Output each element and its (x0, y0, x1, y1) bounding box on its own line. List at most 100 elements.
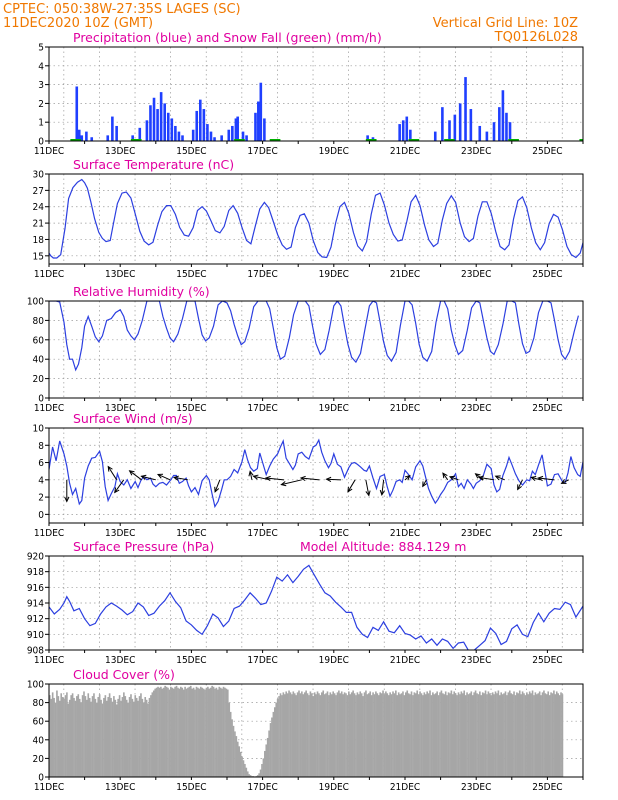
panel-humidity: 0 20 40 60 80 100 11DEC 13DEC 15DEC 17DEC 19DEC 21D… (27, 284, 584, 414)
y-tick-label: 18 (33, 235, 45, 246)
wind-arrow-head (325, 476, 332, 483)
cloud-bar (365, 690, 367, 777)
cloud-bar (382, 690, 384, 777)
wind-arrow (561, 479, 569, 484)
cloud-bar (161, 688, 164, 777)
cloud-bar (212, 686, 215, 777)
x-tick-label: 17DEC (247, 782, 277, 793)
cloud-bar (319, 695, 322, 777)
cloud-bar (457, 692, 460, 777)
cloud-bar (289, 692, 292, 777)
cloud-bar (191, 688, 194, 777)
cloud-bar (332, 691, 334, 777)
cloud-bar (215, 687, 218, 777)
precip-bar (191, 129, 195, 141)
cloud-bar (501, 694, 504, 777)
cloud-bar (205, 687, 208, 777)
cloud-bar (232, 725, 235, 777)
cloud-bar (508, 690, 511, 777)
cloud-bar (145, 699, 148, 777)
y-tick-label: 4 (38, 61, 44, 72)
y-tick-label: 80 (33, 316, 45, 327)
cloud-bar (548, 695, 551, 777)
cloud-bar (192, 687, 195, 777)
cloud-bar (218, 686, 221, 777)
cloud-bar (473, 692, 475, 777)
x-tick-label: 21DEC (390, 528, 420, 539)
cloud-bar (275, 702, 278, 777)
cloud-bar (459, 694, 461, 777)
wind-arrow-head (530, 475, 537, 482)
cloud-bar (227, 689, 229, 777)
cloud-bar (128, 697, 131, 777)
cloud-bar (527, 694, 530, 777)
cloud-bar (209, 687, 212, 777)
precip-bar (231, 125, 234, 141)
cloud-bar (54, 702, 57, 777)
cloud-bar (463, 690, 466, 777)
cloud-bar (97, 697, 100, 777)
cloud-bar (137, 700, 139, 777)
x-tick-label: 13DEC (105, 269, 135, 280)
plot-area (49, 301, 579, 372)
plot-area (49, 685, 564, 777)
y-tick-label: 30 (33, 170, 45, 181)
precip-bar (478, 125, 482, 141)
cloud-bar (370, 695, 373, 777)
cloud-bar (152, 690, 155, 777)
cloud-bar (359, 691, 362, 777)
cloud-bar (406, 690, 409, 777)
cloud-bar (181, 687, 184, 777)
wind-arrow (347, 479, 356, 493)
cloud-bar (538, 691, 541, 777)
cloud-bar (393, 693, 396, 777)
cloud-bar (188, 686, 191, 777)
wind-arrow (365, 479, 370, 496)
cloud-bar (434, 693, 437, 777)
cloud-bar (238, 746, 241, 777)
wind-arrow (173, 476, 188, 481)
cloud-bar (135, 697, 138, 777)
precip-bar (448, 120, 451, 141)
cloud-bar (474, 690, 477, 777)
cloud-bar (170, 686, 172, 777)
cloud-bar (78, 698, 81, 777)
x-tick-label: 19DEC (319, 655, 349, 666)
precip-bar (177, 131, 181, 141)
panel-cloud: 0 20 40 60 80 100 11DEC 13DEC 15DEC 17DEC 19DEC 21D… (27, 667, 584, 793)
x-tick-label: 13DEC (105, 403, 135, 414)
x-tick-label: 23DEC (461, 528, 491, 539)
cloud-bar (376, 693, 379, 777)
x-tick-label: 23DEC (461, 269, 491, 280)
cloud-bar (167, 687, 169, 777)
wind-arrow-head (128, 470, 135, 476)
cloud-bar (383, 694, 386, 777)
cloud-bar (292, 691, 295, 777)
cloud-bar (484, 690, 487, 777)
precip-bar (492, 122, 496, 141)
cloud-bar (63, 698, 65, 777)
cloud-bar (526, 692, 528, 777)
cloud-bar (268, 730, 270, 777)
panel-frame (48, 300, 584, 399)
cloud-bar (155, 687, 158, 777)
wind-line (49, 438, 583, 509)
precip-bar (181, 135, 184, 141)
cloud-bar (178, 688, 181, 777)
cloud-bar (138, 696, 141, 777)
cloud-bar (558, 695, 561, 777)
cloud-bar (236, 741, 239, 777)
station-line: CPTEC: 050:38W-27:35S LAGES (SC) (3, 2, 241, 17)
cloud-bar (299, 693, 302, 777)
cloud-bar (70, 695, 72, 777)
x-tick-label: 19DEC (319, 782, 349, 793)
cloud-bar (49, 695, 51, 777)
precip-bar (106, 135, 110, 141)
cloud-bar (197, 687, 199, 777)
wind-arrow (531, 476, 541, 481)
x-tick-label: 13DEC (105, 782, 135, 793)
cloud-bar (436, 691, 438, 777)
cloud-bar (295, 695, 297, 777)
cloud-bar (464, 695, 467, 777)
cloud-bar (345, 693, 347, 777)
